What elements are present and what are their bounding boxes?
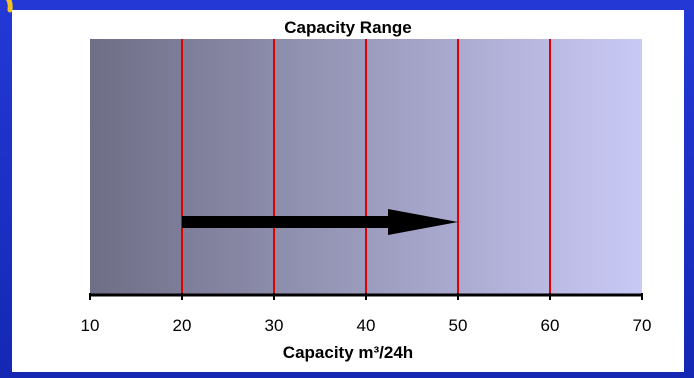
x-tick-label-20: 20	[173, 316, 192, 335]
x-tick-label-50: 50	[449, 316, 468, 335]
plot-area: 10 20 30 40 50 60 70	[81, 39, 652, 335]
chart-panel: Capacity Range 10 20 30 40 50 60 70 Capacity m…	[12, 10, 684, 372]
range-arrow-head	[388, 209, 458, 235]
x-axis-label: Capacity m³/24h	[282, 343, 414, 362]
corner-decoration-icon	[5, 0, 13, 13]
chart-title: Capacity Range	[284, 18, 412, 37]
x-tick-label-70: 70	[633, 316, 652, 335]
range-arrow-shaft	[182, 216, 390, 228]
x-tick-label-40: 40	[357, 316, 376, 335]
x-tick-label-30: 30	[265, 316, 284, 335]
x-tick-label-60: 60	[541, 316, 560, 335]
x-tick-label-10: 10	[81, 316, 100, 335]
range-arrow	[182, 209, 458, 235]
